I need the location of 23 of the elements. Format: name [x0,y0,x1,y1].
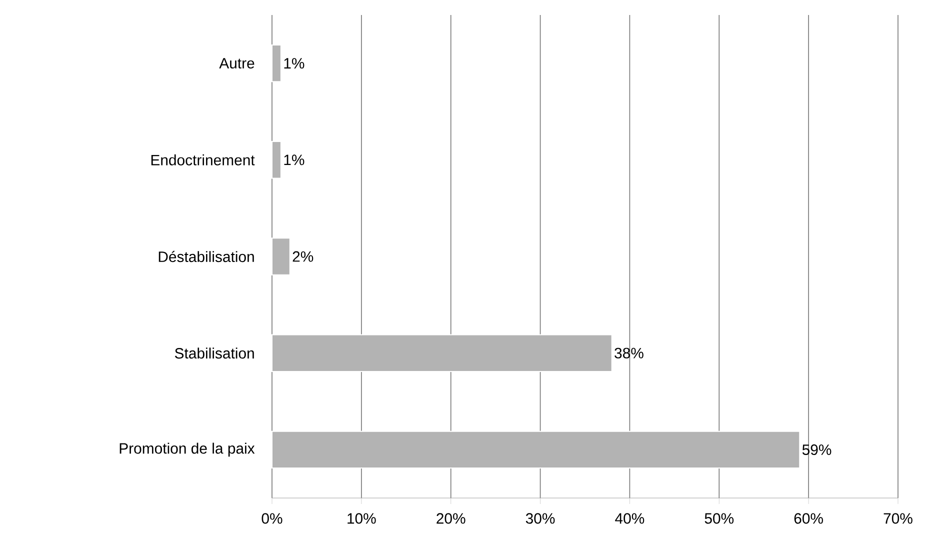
data-label: 1% [284,58,304,69]
bar [271,44,282,82]
x-tick-label: 70% [884,513,912,524]
y-tick-label: Déstabilisation [158,250,254,262]
bar [271,141,282,179]
y-tick-label: Stabilisation [174,348,254,359]
data-label: 38% [614,348,644,358]
x-tick-label: 50% [704,513,734,524]
data-label: 2% [292,251,314,262]
x-tick-label: 10% [348,513,376,524]
data-label: 59% [802,444,832,455]
bar [271,430,800,469]
data-label: 1% [284,154,304,166]
x-tick-label: 60% [794,513,823,524]
x-tick-label: 20% [436,513,466,524]
bar [271,334,612,372]
bar [271,238,290,276]
y-tick-label: Promotion de la paix [120,442,255,457]
y-tick-label: Endoctrinement [151,154,255,166]
y-tick-label: Autre [219,58,254,69]
x-tick-label: 40% [615,513,644,524]
x-tick-label: 0% [262,513,282,524]
x-tick-label: 30% [526,513,555,524]
